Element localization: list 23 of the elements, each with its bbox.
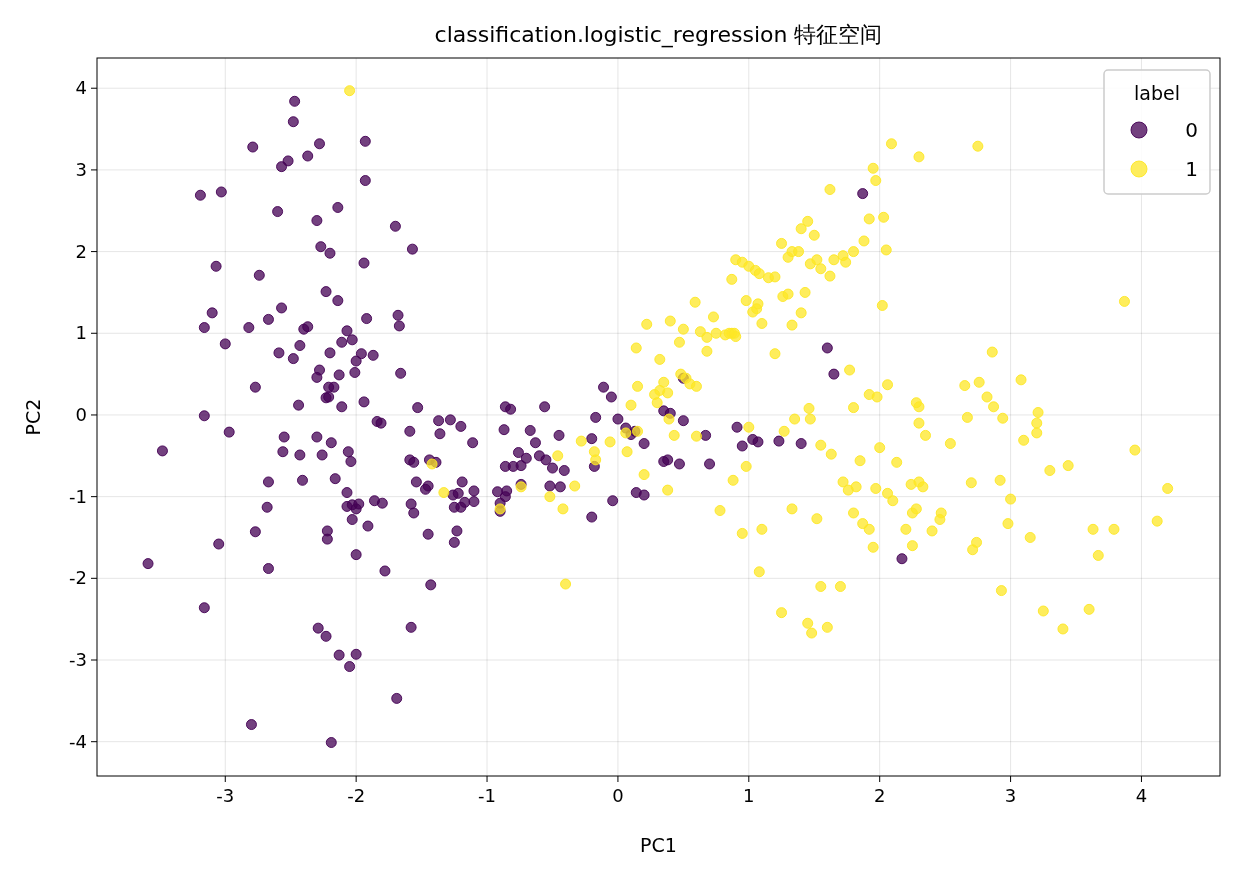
x-tick-label: -2 xyxy=(347,785,366,806)
x-tick-label: 3 xyxy=(1004,785,1017,806)
y-tick-label: -3 xyxy=(69,649,87,671)
y-tick-label: -1 xyxy=(69,485,87,507)
x-tick-label: -3 xyxy=(216,785,235,806)
x-tick-label: 2 xyxy=(873,785,886,806)
x-tick-label: 1 xyxy=(743,785,755,806)
x-tick-label: 4 xyxy=(1135,785,1148,806)
y-axis-title: PC2 xyxy=(22,398,44,436)
x-axis-title: PC1 xyxy=(640,834,677,856)
y-tick-label: 1 xyxy=(75,322,87,344)
y-tick-label: 2 xyxy=(75,240,87,262)
legend-label: 0 xyxy=(1185,118,1198,142)
x-tick-label: -1 xyxy=(478,785,497,806)
y-tick-label: -4 xyxy=(69,730,87,752)
chart-title: classification.logistic_regression 特征空间 xyxy=(434,22,883,48)
y-tick-label: 4 xyxy=(75,77,87,99)
legend-title: label xyxy=(1134,82,1180,104)
y-tick-label: 3 xyxy=(75,158,87,180)
y-tick-label: 0 xyxy=(75,403,87,425)
x-tick-label: 0 xyxy=(612,785,624,806)
y-tick-label: -2 xyxy=(69,567,87,589)
legend-label: 1 xyxy=(1185,157,1198,181)
